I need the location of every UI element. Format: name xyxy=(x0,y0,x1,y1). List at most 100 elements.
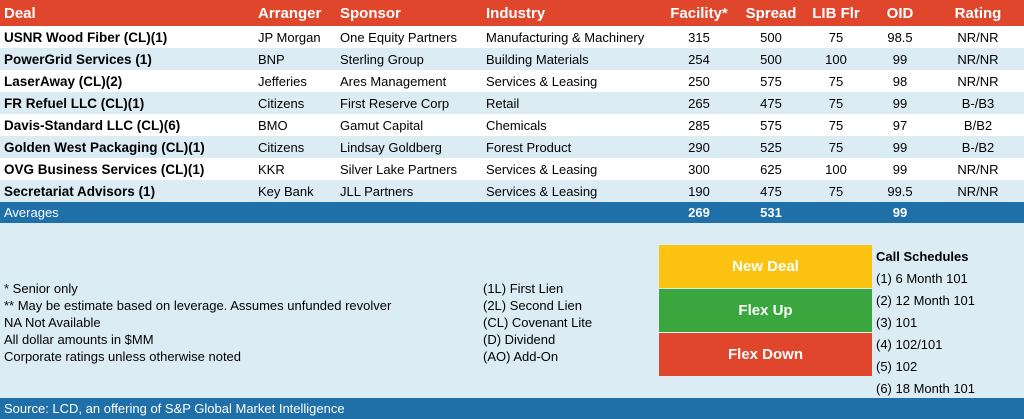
spread-cell: 575 xyxy=(738,114,804,136)
oid-cell: 99.5 xyxy=(868,180,932,202)
note-dollar-amounts: All dollar amounts in $MM xyxy=(4,332,154,347)
col-header-sponsor: Sponsor xyxy=(336,0,482,26)
averages-facility: 269 xyxy=(660,202,738,223)
arranger-cell: Jefferies xyxy=(254,70,336,92)
lib-flr-cell: 100 xyxy=(804,158,868,180)
table-row: PowerGrid Services (1) BNP Sterling Group B… xyxy=(0,48,1024,70)
facility-cell: 315 xyxy=(660,26,738,48)
call-schedule-item: (5) 102 xyxy=(876,359,918,374)
table-row: OVG Business Services (CL)(1) KKR Silver L… xyxy=(0,158,1024,180)
rating-cell: NR/NR xyxy=(932,158,1024,180)
arranger-cell: KKR xyxy=(254,158,336,180)
note-covenant-lite: (CL) Covenant Lite xyxy=(483,315,593,330)
spread-cell: 500 xyxy=(738,48,804,70)
rating-cell: NR/NR xyxy=(932,180,1024,202)
note-second-lien: (2L) Second Lien xyxy=(483,298,583,313)
lib-flr-cell: 75 xyxy=(804,136,868,158)
call-schedules: Call Schedules (1) 6 Month 101 (2) 12 Mo… xyxy=(876,246,975,400)
table-row: LaserAway (CL)(2) Jefferies Ares Managemen… xyxy=(0,70,1024,92)
rating-cell: B/B2 xyxy=(932,114,1024,136)
industry-cell: Services & Leasing xyxy=(482,70,660,92)
sponsor-cell: First Reserve Corp xyxy=(336,92,482,114)
deal-name: OVG Business Services (CL)(1) xyxy=(0,158,254,180)
call-schedule-item: (4) 102/101 xyxy=(876,337,943,352)
oid-cell: 98.5 xyxy=(868,26,932,48)
lib-flr-cell: 75 xyxy=(804,114,868,136)
sponsor-cell: Ares Management xyxy=(336,70,482,92)
deal-name: Secretariat Advisors (1) xyxy=(0,180,254,202)
oid-cell: 99 xyxy=(868,158,932,180)
col-header-rating: Rating xyxy=(932,0,1024,26)
note-add-on: (AO) Add-On xyxy=(483,349,559,364)
spread-cell: 500 xyxy=(738,26,804,48)
rating-cell: B-/B2 xyxy=(932,136,1024,158)
col-header-spread: Spread xyxy=(738,0,804,26)
arranger-cell: Citizens xyxy=(254,136,336,158)
deal-name: LaserAway (CL)(2) xyxy=(0,70,254,92)
table-header-row: Deal Arranger Sponsor Industry Facility*… xyxy=(0,0,1024,26)
lib-flr-cell: 75 xyxy=(804,180,868,202)
rating-cell: NR/NR xyxy=(932,48,1024,70)
sponsor-cell: Gamut Capital xyxy=(336,114,482,136)
col-header-facility: Facility* xyxy=(660,0,738,26)
spread-cell: 625 xyxy=(738,158,804,180)
sponsor-cell: JLL Partners xyxy=(336,180,482,202)
arranger-cell: JP Morgan xyxy=(254,26,336,48)
sponsor-cell: Lindsay Goldberg xyxy=(336,136,482,158)
lib-flr-cell: 100 xyxy=(804,48,868,70)
industry-cell: Manufacturing & Machinery xyxy=(482,26,660,48)
col-header-lib-flr: LIB Flr xyxy=(804,0,868,26)
spread-cell: 475 xyxy=(738,92,804,114)
abbreviation-notes: (1L) First Lien (2L) Second Lien (CL) Co… xyxy=(483,280,592,365)
averages-spread: 531 xyxy=(738,202,804,223)
col-header-deal: Deal xyxy=(0,0,254,26)
table-row: USNR Wood Fiber (CL)(1) JP Morgan One Equi… xyxy=(0,26,1024,48)
call-schedules-title: Call Schedules xyxy=(876,249,969,264)
source-note: Source: LCD, an offering of S&P Global M… xyxy=(0,398,1024,419)
note-na: NA Not Available xyxy=(4,315,101,330)
note-dividend: (D) Dividend xyxy=(483,332,556,347)
facility-cell: 300 xyxy=(660,158,738,180)
table-row: Davis-Standard LLC (CL)(6) BMO Gamut Capit… xyxy=(0,114,1024,136)
oid-cell: 99 xyxy=(868,136,932,158)
oid-cell: 97 xyxy=(868,114,932,136)
averages-row: Averages 269 531 99 xyxy=(0,202,1024,223)
averages-oid: 99 xyxy=(868,202,932,223)
arranger-cell: Citizens xyxy=(254,92,336,114)
call-schedule-item: (1) 6 Month 101 xyxy=(876,271,968,286)
sponsor-cell: Sterling Group xyxy=(336,48,482,70)
facility-cell: 290 xyxy=(660,136,738,158)
deal-name: PowerGrid Services (1) xyxy=(0,48,254,70)
call-schedule-item: (3) 101 xyxy=(876,315,918,330)
arranger-cell: BNP xyxy=(254,48,336,70)
table-row: Golden West Packaging (CL)(1) Citizens Lin… xyxy=(0,136,1024,158)
facility-cell: 254 xyxy=(660,48,738,70)
note-corporate-ratings: Corporate ratings unless otherwise noted xyxy=(4,349,242,364)
deal-name: USNR Wood Fiber (CL)(1) xyxy=(0,26,254,48)
facility-cell: 190 xyxy=(660,180,738,202)
arranger-cell: BMO xyxy=(254,114,336,136)
lib-flr-cell: 75 xyxy=(804,92,868,114)
deal-name: Davis-Standard LLC (CL)(6) xyxy=(0,114,254,136)
rating-cell: NR/NR xyxy=(932,70,1024,92)
lib-flr-cell: 75 xyxy=(804,26,868,48)
facility-cell: 265 xyxy=(660,92,738,114)
deal-name: FR Refuel LLC (CL)(1) xyxy=(0,92,254,114)
arranger-cell: Key Bank xyxy=(254,180,336,202)
rating-cell: B-/B3 xyxy=(932,92,1024,114)
facility-cell: 250 xyxy=(660,70,738,92)
col-header-oid: OID xyxy=(868,0,932,26)
col-header-industry: Industry xyxy=(482,0,660,26)
table-row: FR Refuel LLC (CL)(1) Citizens First Reser… xyxy=(0,92,1024,114)
rating-cell: NR/NR xyxy=(932,26,1024,48)
industry-cell: Services & Leasing xyxy=(482,180,660,202)
call-schedule-item: (2) 12 Month 101 xyxy=(876,293,976,308)
oid-cell: 99 xyxy=(868,48,932,70)
oid-cell: 98 xyxy=(868,70,932,92)
note-senior-only: * Senior only xyxy=(4,281,78,296)
spread-cell: 525 xyxy=(738,136,804,158)
note-estimate: ** May be estimate based on leverage. As… xyxy=(4,298,392,313)
legend-new-deal: New Deal xyxy=(659,245,872,288)
legend-flex-up: Flex Up xyxy=(659,289,872,332)
sponsor-cell: Silver Lake Partners xyxy=(336,158,482,180)
